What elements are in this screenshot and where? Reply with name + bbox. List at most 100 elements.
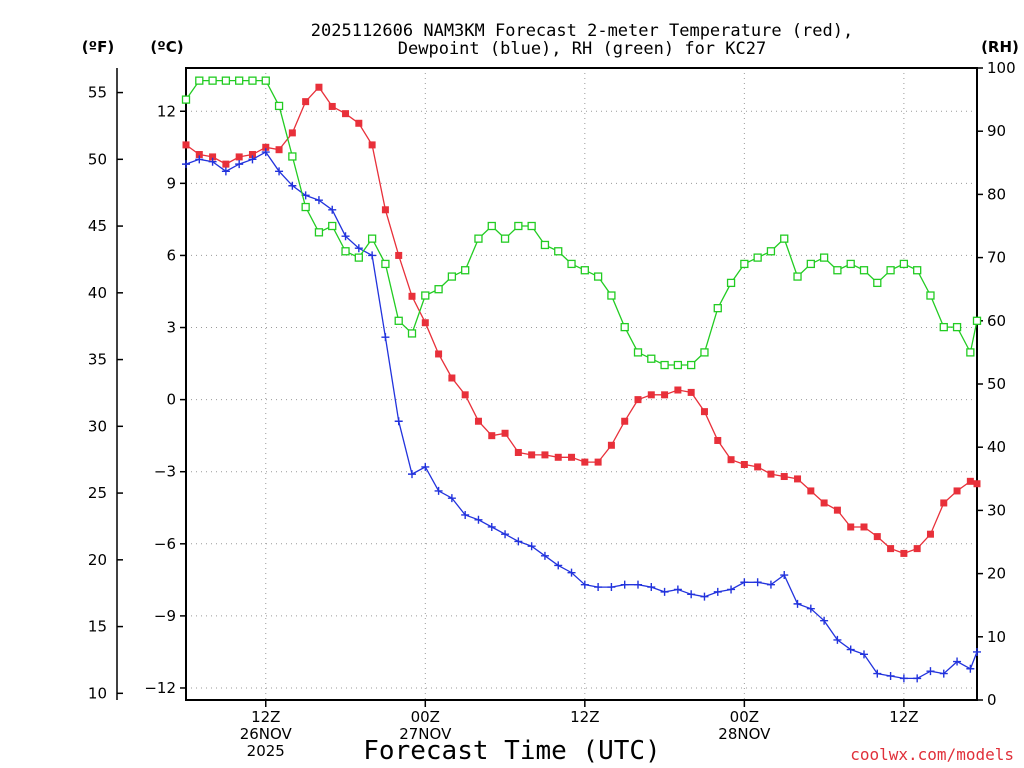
- x-tick-label: 2025: [247, 742, 285, 760]
- x-tick-label: 00Z: [411, 708, 440, 726]
- fahrenheit-tick-label: 30: [88, 417, 107, 435]
- temperature-point: [554, 453, 562, 461]
- temperature-point: [528, 451, 536, 459]
- celsius-tick-label: −6: [154, 535, 176, 553]
- temperature-point: [833, 506, 841, 514]
- dewpoint-point: [793, 599, 802, 608]
- dewpoint-point: [607, 583, 616, 592]
- rh-tick-label: 30: [987, 501, 1006, 519]
- dewpoint-point: [873, 669, 882, 678]
- rh-point: [793, 272, 802, 281]
- fahrenheit-tick-label: 10: [88, 684, 107, 702]
- temperature-point: [780, 473, 788, 481]
- temperature-point: [488, 432, 496, 440]
- rh-point: [421, 291, 430, 300]
- rh-tick-label: 90: [987, 122, 1006, 140]
- temperature-point: [501, 429, 509, 437]
- dewpoint-point: [248, 155, 257, 164]
- dewpoint-point: [182, 160, 190, 169]
- rh-point: [939, 322, 948, 332]
- dewpoint-point: [461, 510, 470, 519]
- rh-point: [301, 202, 310, 212]
- rh-tick-label: 100: [987, 59, 1016, 77]
- plot-frame: [185, 67, 978, 701]
- rh-line: [185, 79, 978, 366]
- credit-link[interactable]: coolwx.com/models: [850, 745, 1014, 764]
- rh-point: [341, 247, 350, 256]
- rh-point: [381, 259, 390, 269]
- chart-title-line-2: Dewpoint (blue), RH (green) for KC27: [398, 39, 766, 59]
- dewpoint-point: [514, 537, 523, 546]
- x-tick-label: 28NOV: [718, 725, 771, 743]
- temperature-point: [408, 292, 416, 300]
- chart-title-line-1: 2025112606 NAM3KM Forecast 2-meter Tempe…: [311, 21, 853, 41]
- rh-point: [181, 95, 191, 104]
- temperature-point: [461, 391, 469, 399]
- dewpoint-point: [966, 664, 975, 673]
- rh-point: [740, 259, 749, 269]
- dewpoint-point: [328, 205, 337, 214]
- dewpoint-point: [540, 551, 549, 560]
- celsius-tick-label: 6: [166, 246, 176, 264]
- rh-point: [235, 76, 244, 85]
- celsius-unit-label: (ºC): [150, 38, 183, 56]
- fahrenheit-tick-label: 25: [88, 484, 107, 502]
- dewpoint-point: [899, 674, 908, 683]
- data-series: [181, 76, 982, 683]
- dewpoint-point: [953, 657, 962, 666]
- temperature-point: [794, 475, 802, 483]
- dewpoint-point: [780, 571, 789, 580]
- temperature-point: [381, 206, 389, 214]
- temperature-point: [315, 83, 323, 91]
- temperature-point: [966, 477, 974, 485]
- rh-point: [886, 266, 895, 275]
- dewpoint-point: [580, 580, 589, 589]
- rh-point: [972, 316, 982, 325]
- rh-point: [274, 101, 284, 111]
- temperature-point: [222, 160, 230, 168]
- temperature-point: [973, 480, 981, 488]
- dewpoint-point: [687, 590, 696, 599]
- temperature-point: [607, 441, 615, 449]
- temperature-point: [940, 499, 948, 507]
- temperature-point: [581, 458, 589, 466]
- temperature-point: [248, 151, 256, 159]
- rh-point: [248, 76, 257, 85]
- rh-point: [500, 234, 510, 243]
- temperature-point: [687, 388, 695, 396]
- rh-point: [540, 240, 550, 250]
- dewpoint-point: [288, 181, 297, 190]
- rh-point: [806, 259, 815, 269]
- dewpoint-point: [487, 522, 496, 531]
- dewpoint-point: [235, 160, 244, 169]
- rh-point: [726, 278, 736, 288]
- rh-point: [195, 76, 204, 85]
- rh-point: [753, 253, 762, 262]
- dewpoint-point: [434, 486, 443, 495]
- rh-tick-label: 60: [987, 312, 1006, 330]
- dewpoint-point: [860, 650, 868, 659]
- rh-point: [673, 360, 683, 370]
- dewpoint-point: [368, 251, 377, 260]
- temperature-point: [913, 545, 921, 553]
- dewpoint-point: [973, 647, 981, 656]
- temperature-point: [182, 141, 190, 149]
- dewpoint-point: [660, 587, 669, 596]
- rh-tick-label: 20: [987, 565, 1006, 583]
- dewpoint-point: [713, 587, 722, 596]
- rh-point: [367, 234, 377, 243]
- dewpoint-point: [939, 669, 948, 678]
- rh-point: [434, 285, 443, 294]
- x-tick-label: 00Z: [730, 708, 759, 726]
- rh-point: [633, 348, 643, 357]
- rh-point: [314, 228, 324, 237]
- dewpoint-point: [195, 155, 204, 164]
- rh-point: [221, 76, 231, 85]
- rh-point: [833, 266, 842, 275]
- rh-point: [780, 234, 789, 243]
- temperature-point: [820, 499, 828, 507]
- rh-point: [952, 322, 962, 332]
- dewpoint-point: [846, 645, 855, 654]
- dewpoint-line: [185, 151, 978, 680]
- rh-tick-label: 80: [987, 185, 1006, 203]
